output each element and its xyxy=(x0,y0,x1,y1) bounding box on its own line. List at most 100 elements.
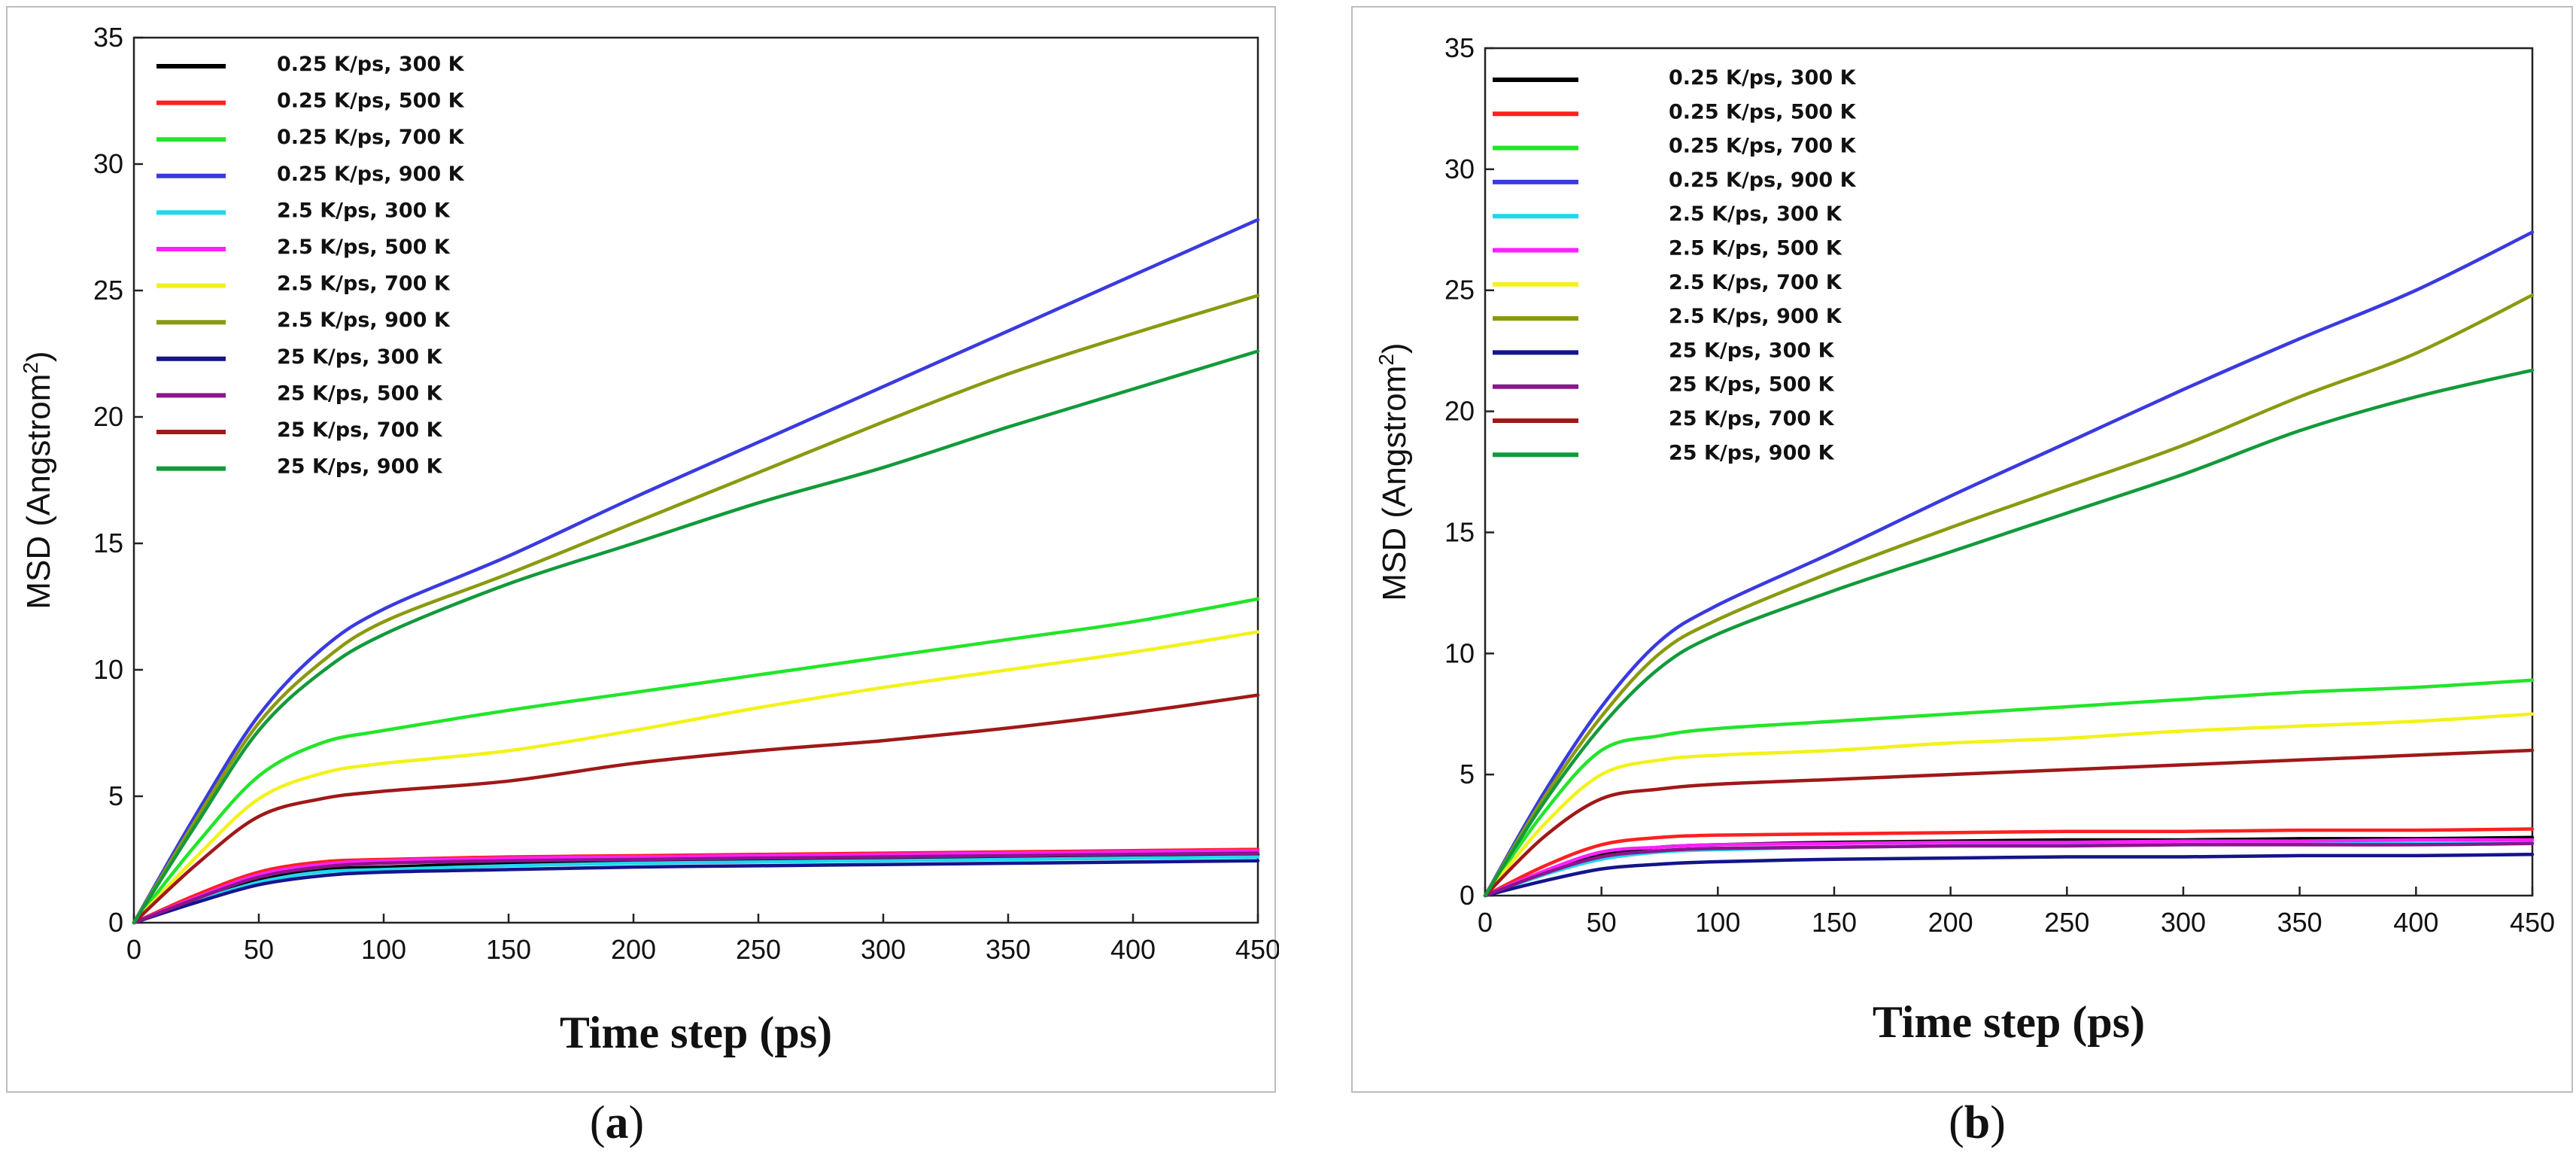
legend-label: 25 K/ps, 300 K xyxy=(1669,339,1835,362)
x-tick-label: 450 xyxy=(2510,907,2555,938)
y-tick-label: 30 xyxy=(93,148,123,179)
y-axis-label-main: MSD (Angstrom xyxy=(1376,366,1413,601)
x-tick-label: 250 xyxy=(2044,907,2089,938)
x-tick-label: 350 xyxy=(986,934,1031,965)
legend-label: 25 K/ps, 900 K xyxy=(1669,441,1835,464)
y-tick-label: 5 xyxy=(108,780,123,811)
x-tick-label: 100 xyxy=(1695,907,1740,938)
y-axis-label: MSD (Angstrom2) xyxy=(1375,342,1413,601)
series-line-11 xyxy=(1483,748,2535,898)
series-line-4 xyxy=(1483,230,2535,898)
x-tick-label: 150 xyxy=(486,934,531,965)
legend-label: 0.25 K/ps, 300 K xyxy=(277,53,465,76)
x-tick-label: 450 xyxy=(1235,934,1279,965)
series-line-8 xyxy=(132,294,1260,925)
x-tick-label: 50 xyxy=(244,934,274,965)
y-axis-label: MSD (Angstrom2) xyxy=(19,351,57,609)
y-axis-label-superscript: 2 xyxy=(1375,354,1398,366)
series-line-7 xyxy=(132,630,1260,925)
legend-label: 25 K/ps, 500 K xyxy=(1669,373,1835,397)
series-line-2 xyxy=(1483,827,2535,898)
y-axis-label-superscript: 2 xyxy=(19,362,42,374)
y-tick-label: 20 xyxy=(93,401,123,432)
x-tick-label: 400 xyxy=(1110,934,1156,965)
y-axis-label-close: ) xyxy=(1376,342,1413,354)
y-axis-label-main: MSD (Angstrom xyxy=(20,374,57,610)
y-tick-label: 20 xyxy=(1444,396,1475,427)
y-tick-label: 35 xyxy=(1444,32,1475,63)
y-tick-label: 30 xyxy=(1444,154,1475,184)
series-line-8 xyxy=(1483,293,2535,898)
x-tick-label: 350 xyxy=(2277,907,2322,938)
legend-label: 25 K/ps, 300 K xyxy=(277,345,443,369)
legend-label: 2.5 K/ps, 900 K xyxy=(1669,305,1842,328)
legend-label: 2.5 K/ps, 300 K xyxy=(277,199,451,222)
x-tick-label: 0 xyxy=(126,934,141,965)
legend-label: 25 K/ps, 900 K xyxy=(277,455,443,479)
chart-panel-b: 0 50 100 150 200 250 300 350 400 450 0 5 10 15 20 25 30 3… xyxy=(1279,0,2576,1159)
x-axis-label: Time step (ps) xyxy=(560,1008,832,1057)
x-tick-label: 150 xyxy=(1812,907,1857,938)
x-tick-label: 300 xyxy=(861,934,906,965)
legend-label: 0.25 K/ps, 700 K xyxy=(1669,135,1857,158)
series-line-6 xyxy=(1483,838,2535,898)
legend-label: 0.25 K/ps, 700 K xyxy=(277,126,465,149)
axes-frame xyxy=(132,36,1259,924)
x-tick-label: 100 xyxy=(361,934,406,965)
series-line-3 xyxy=(1483,678,2535,898)
x-tick-label: 200 xyxy=(611,934,656,965)
legend-label: 0.25 K/ps, 500 K xyxy=(1669,100,1857,123)
y-tick-label: 10 xyxy=(93,654,123,685)
y-tick-label: 10 xyxy=(1444,637,1475,668)
legend-label: 25 K/ps, 700 K xyxy=(1669,407,1835,430)
chart-panel-a: 0 50 100 150 200 250 300 350 400 450 0 5 10 15 20 25 30 3… xyxy=(0,0,1279,1159)
series-line-10 xyxy=(132,851,1260,925)
legend-label: 0.25 K/ps, 900 K xyxy=(277,163,465,186)
msd-chart-a: 0 50 100 150 200 250 300 350 400 450 0 5 10 15 20 25 30 3… xyxy=(19,22,1279,1057)
legend-label: 0.25 K/ps, 300 K xyxy=(1669,66,1857,90)
legend-label: 0.25 K/ps, 900 K xyxy=(1669,169,1857,192)
series-line-10 xyxy=(1483,841,2535,898)
legend-label: 2.5 K/ps, 900 K xyxy=(277,309,451,332)
x-tick-label: 300 xyxy=(2161,907,2206,938)
legend-label: 25 K/ps, 500 K xyxy=(277,382,443,405)
x-axis-label: Time step (ps) xyxy=(1873,997,2145,1047)
x-tick-label: 400 xyxy=(2393,907,2438,938)
legend-label: 2.5 K/ps, 700 K xyxy=(1669,271,1842,294)
y-tick-label: 25 xyxy=(93,275,123,306)
y-axis-label-close: ) xyxy=(20,351,57,362)
y-tick-label: 25 xyxy=(1444,275,1475,306)
legend-label: 2.5 K/ps, 500 K xyxy=(277,236,451,259)
series-line-3 xyxy=(132,597,1260,925)
plot-frame-a xyxy=(6,6,1276,1093)
legend-label: 25 K/ps, 700 K xyxy=(277,418,443,442)
msd-chart-b: 0 50 100 150 200 250 300 350 400 450 0 5 10 15 20 25 30 3… xyxy=(1375,32,2555,1047)
x-tick-label: 200 xyxy=(1928,907,1973,938)
y-tick-label: 35 xyxy=(93,22,123,53)
axes-frame xyxy=(1484,47,2534,897)
legend-label: 2.5 K/ps, 500 K xyxy=(1669,237,1842,260)
y-tick-label: 5 xyxy=(1460,759,1475,789)
series-line-12 xyxy=(1483,368,2535,898)
panel-caption-a: (a) xyxy=(589,1097,645,1148)
legend-label: 2.5 K/ps, 300 K xyxy=(1669,202,1842,226)
x-tick-label: 50 xyxy=(1587,907,1617,938)
series-line-5 xyxy=(132,855,1260,925)
series-line-9 xyxy=(132,859,1260,925)
y-tick-label: 15 xyxy=(93,528,123,558)
series-line-9 xyxy=(1483,853,2535,898)
y-tick-label: 0 xyxy=(1460,880,1475,911)
x-tick-label: 0 xyxy=(1478,907,1493,938)
legend-label: 0.25 K/ps, 500 K xyxy=(277,90,465,113)
series-line-7 xyxy=(1483,712,2535,898)
caption-letter-a: a xyxy=(605,1097,629,1148)
y-tick-label: 15 xyxy=(1444,516,1475,547)
y-tick-label: 0 xyxy=(108,907,123,938)
series-line-11 xyxy=(132,693,1260,925)
series-line-12 xyxy=(132,349,1260,925)
caption-letter-b: b xyxy=(1964,1097,1991,1148)
panel-caption-b: (b) xyxy=(1949,1097,2006,1148)
legend-label: 2.5 K/ps, 700 K xyxy=(277,272,451,296)
series-line-6 xyxy=(132,848,1260,925)
series-line-4 xyxy=(132,218,1260,925)
